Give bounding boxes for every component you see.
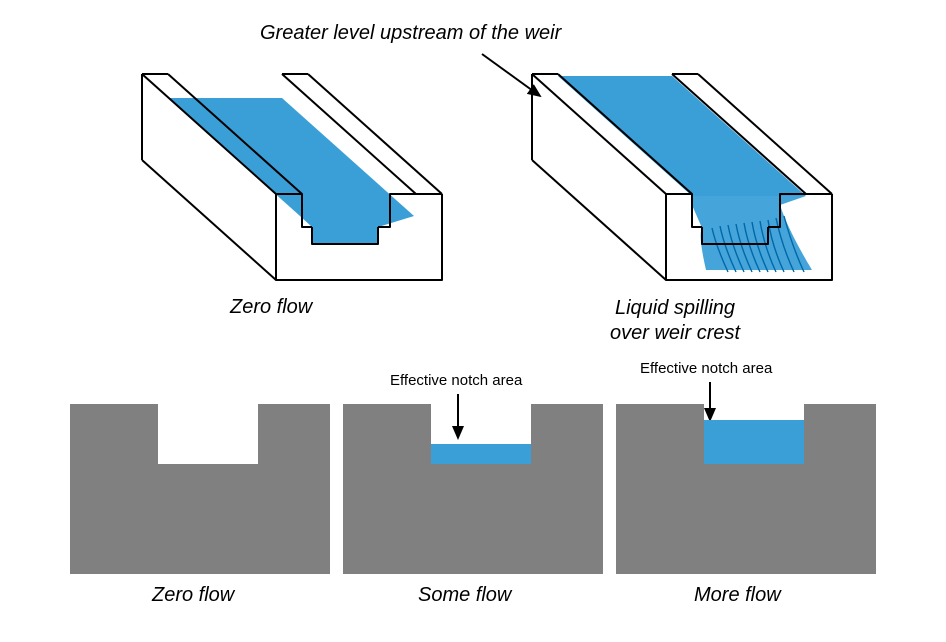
notch-label-some: Effective notch area — [390, 372, 522, 389]
channel-right — [480, 60, 860, 320]
water-notch-front-left — [312, 227, 378, 244]
weir-zero — [70, 404, 330, 584]
weir-some-water — [343, 404, 603, 584]
upstream-annotation: Greater level upstream of the weir — [260, 22, 561, 45]
weir-more-water — [616, 404, 876, 584]
caption-zero-flow-top: Zero flow — [230, 296, 312, 319]
caption-spilling: Liquid spilling over weir crest — [610, 296, 740, 346]
water-surface-left — [168, 98, 414, 216]
caption-more-bottom: More flow — [694, 584, 781, 607]
channel-left — [90, 60, 450, 310]
caption-some-bottom: Some flow — [418, 584, 511, 607]
water-spill-sheet — [692, 196, 812, 270]
caption-zero-bottom: Zero flow — [152, 584, 234, 607]
water-surface-right — [558, 76, 806, 196]
notch-label-more: Effective notch area — [640, 360, 772, 377]
diagram-stage: Greater level upstream of the weir — [0, 0, 946, 642]
water-notch-top-left — [300, 216, 414, 227]
